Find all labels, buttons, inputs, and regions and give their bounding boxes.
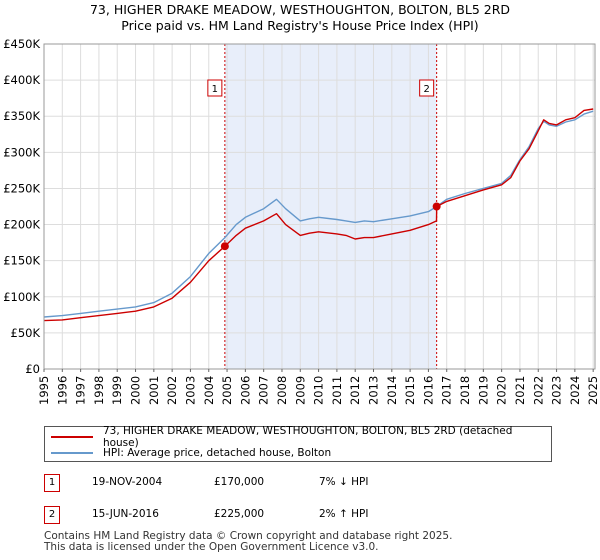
x-tick-label: 2023: [550, 376, 564, 405]
transaction-price: £225,000: [214, 508, 265, 520]
legend-swatch-property: [51, 436, 93, 438]
footer-licence: This data is licensed under the Open Gov…: [44, 541, 379, 553]
x-tick-label: 2019: [476, 376, 490, 405]
y-tick-label: £300K: [3, 145, 40, 159]
x-tick-label: 2008: [275, 376, 289, 405]
footer-copyright: Contains HM Land Registry data © Crown c…: [44, 530, 453, 542]
plot-frame: [43, 43, 596, 370]
x-tick-label: 2002: [165, 376, 179, 405]
price-chart: 1 2 £0 £50K £100K £150K £200K £250K £300K £350K £…: [3, 37, 600, 405]
sale-point: [220, 242, 229, 251]
x-tick-label: 2020: [495, 376, 509, 405]
legend-item-hpi: HPI: Average price, detached house, Bolt…: [51, 445, 331, 461]
chart-subtitle: Price paid vs. HM Land Registry's House …: [121, 18, 479, 33]
sale-point: [432, 202, 441, 211]
x-tick-label: 2021: [513, 376, 527, 405]
transaction-hpi-delta: 7% ↓ HPI: [319, 476, 369, 488]
x-tick-label: 1996: [55, 376, 69, 405]
x-tick-label: 1999: [110, 376, 124, 405]
legend-swatch-hpi: [51, 452, 93, 454]
chart-legend: 73, HIGHER DRAKE MEADOW, WESTHOUGHTON, B…: [44, 425, 552, 462]
x-tick-label: 1998: [92, 376, 106, 405]
chart-title: 73, HIGHER DRAKE MEADOW, WESTHOUGHTON, B…: [89, 2, 511, 17]
x-tick-label: 2004: [202, 376, 216, 405]
transaction-date: 19-NOV-2004: [92, 476, 163, 488]
x-tick-label: 2007: [257, 376, 271, 405]
y-tick-label: £250K: [3, 181, 40, 195]
x-tick-label: 2012: [348, 376, 362, 405]
x-tick-label: 2024: [568, 376, 582, 405]
x-tick-label: 2022: [531, 376, 545, 405]
series-line-hpi: [43, 110, 594, 318]
x-tick-label: 2014: [385, 376, 399, 405]
y-tick-label: £0: [25, 362, 40, 376]
series-line-property: [43, 108, 594, 322]
x-tick-label: 2015: [403, 376, 417, 405]
transaction-badge: 2: [44, 506, 60, 524]
transaction-badge: 1: [44, 474, 60, 492]
x-tick-label: 2001: [147, 376, 161, 405]
legend-label-hpi: HPI: Average price, detached house, Bolt…: [103, 447, 332, 459]
sale-label: 2: [423, 84, 429, 95]
y-tick-label: £50K: [11, 326, 41, 340]
y-tick-label: £400K: [3, 73, 40, 87]
shaded-period: [224, 44, 437, 369]
x-tick-label: 1995: [37, 376, 51, 405]
x-tick-label: 2010: [312, 376, 326, 405]
sale-label-box: [419, 79, 435, 97]
x-tick-label: 1997: [74, 376, 88, 405]
x-tick-label: 2009: [293, 376, 307, 405]
y-tick-label: £200K: [3, 218, 40, 232]
transaction-hpi-delta: 2% ↑ HPI: [319, 508, 369, 520]
x-tick-label: 2006: [238, 376, 252, 405]
legend-item-property: 73, HIGHER DRAKE MEADOW, WESTHOUGHTON, B…: [51, 425, 551, 449]
sale-label: 1: [212, 84, 218, 95]
x-tick-label: 2016: [421, 376, 435, 405]
x-tick-label: 2018: [458, 376, 472, 405]
transaction-date: 15-JUN-2016: [92, 508, 159, 520]
y-tick-label: £450K: [3, 37, 40, 51]
y-tick-label: £350K: [3, 109, 40, 123]
y-tick-label: £100K: [3, 290, 40, 304]
x-tick-label: 2005: [220, 376, 234, 405]
transaction-price: £170,000: [214, 476, 265, 488]
x-tick-label: 2003: [183, 376, 197, 405]
x-tick-label: 2025: [586, 376, 600, 405]
legend-label-property: 73, HIGHER DRAKE MEADOW, WESTHOUGHTON, B…: [102, 425, 513, 449]
sale-label-box: [207, 79, 223, 97]
y-tick-label: £150K: [3, 254, 40, 268]
x-tick-label: 2011: [330, 376, 344, 405]
x-tick-label: 2017: [440, 376, 454, 405]
x-tick-label: 2000: [129, 376, 143, 405]
x-tick-label: 2013: [367, 376, 381, 405]
